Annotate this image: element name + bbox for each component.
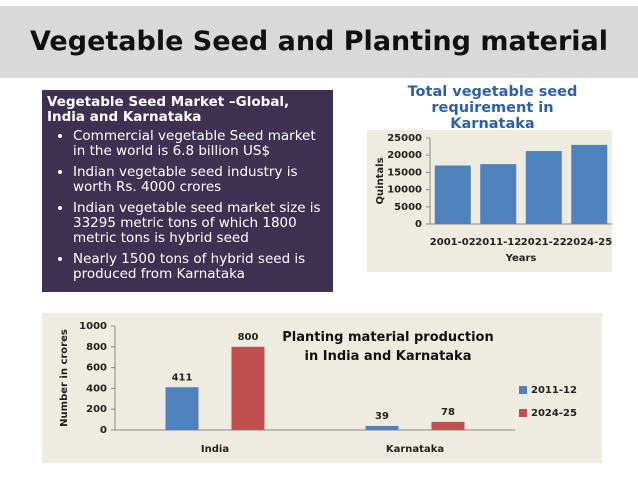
y-tick-label: 0	[100, 425, 107, 436]
bar	[434, 165, 471, 224]
y-tick-label: 25000	[387, 133, 422, 144]
bullet: Indian vegetable seed industry is worth …	[73, 165, 330, 195]
x-tick-label: Karnataka	[386, 444, 444, 455]
x-tick-label: 2021-22	[521, 237, 567, 248]
chart-title: Total vegetable seed requirement in Karn…	[407, 84, 578, 132]
bar	[431, 421, 465, 430]
x-tick-label: India	[201, 444, 229, 455]
bar	[231, 346, 265, 430]
data-label: 39	[375, 411, 389, 422]
y-tick-label: 10000	[387, 185, 422, 196]
legend-swatch	[519, 409, 527, 417]
bar	[571, 144, 608, 224]
slide-title: Vegetable Seed and Planting material	[30, 26, 608, 57]
bar	[365, 425, 399, 430]
y-tick-label: 800	[86, 342, 107, 353]
y-tick-label: 20000	[387, 150, 422, 161]
legend-label: 2011-12	[531, 385, 577, 396]
bullet: Nearly 1500 tons of hybrid seed is produ…	[73, 252, 330, 282]
bar	[165, 387, 199, 430]
title-band	[0, 6, 638, 78]
y-tick-label: 200	[86, 404, 107, 415]
y-tick-label: 1000	[79, 321, 107, 332]
bullet-list: Commercial vegetable Seed market in the …	[45, 129, 330, 282]
data-label: 411	[172, 372, 193, 383]
bullet: Commercial vegetable Seed market in the …	[73, 129, 330, 159]
bullet: Indian vegetable seed market size is 332…	[73, 201, 330, 246]
x-axis-label: Years	[505, 253, 537, 264]
y-tick-label: 5000	[394, 202, 422, 213]
y-tick-label: 400	[86, 383, 107, 394]
bar	[525, 151, 562, 224]
y-tick-label: 600	[86, 363, 107, 374]
data-label: 800	[238, 332, 259, 343]
text-box: Vegetable Seed Market –Global, India and…	[42, 90, 333, 292]
x-tick-label: 2011-12	[475, 237, 521, 248]
data-label: 78	[441, 407, 455, 418]
y-tick-label: 0	[415, 219, 422, 230]
y-axis-label: Number in crores	[59, 329, 70, 427]
text-heading: Vegetable Seed Market –Global, India and…	[47, 94, 290, 125]
legend-label: 2024-25	[531, 408, 577, 419]
bar	[480, 164, 517, 224]
x-tick-label: 2024-25	[566, 237, 612, 248]
chart-title: Planting material production in India an…	[282, 330, 494, 364]
chart-background	[42, 313, 602, 463]
y-tick-label: 15000	[387, 167, 422, 178]
x-tick-label: 2001-02	[430, 237, 476, 248]
legend-swatch	[519, 386, 527, 394]
y-axis-label: Quintals	[375, 157, 386, 204]
